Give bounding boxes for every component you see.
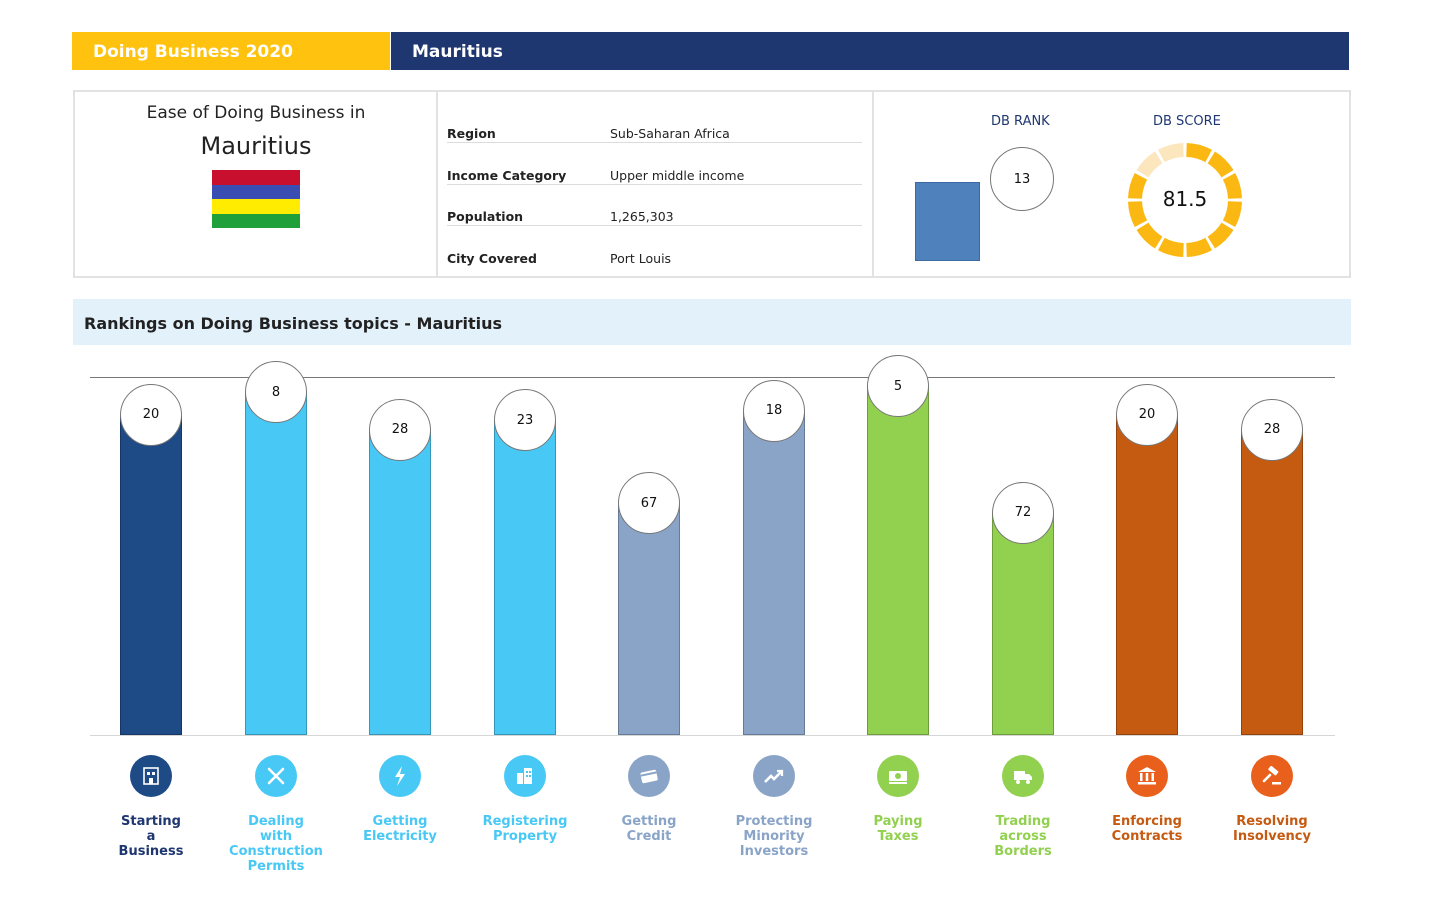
flag-stripe-blue — [212, 184, 300, 199]
info-key: Income Category — [447, 168, 567, 183]
ranking-value-label: 20 — [1116, 383, 1178, 446]
category-label: Getting Electricity — [363, 814, 437, 844]
db-rank-value: 13 — [990, 147, 1054, 211]
ranking-bar — [618, 503, 680, 735]
score-donut-segment — [1185, 237, 1213, 257]
flag-stripe-red — [212, 170, 300, 185]
ranking-value-label: 28 — [369, 398, 431, 461]
report-title: Doing Business 2020 — [72, 32, 390, 70]
wrench-screwdriver-icon — [255, 755, 297, 797]
db-score-value: 81.5 — [1162, 187, 1208, 211]
info-value: Sub-Saharan Africa — [610, 126, 730, 141]
building-icon — [130, 755, 172, 797]
ranking-bar — [1241, 429, 1303, 735]
ranking-value-label: 20 — [120, 383, 182, 446]
ranking-value-label: 67 — [618, 472, 680, 535]
info-key: Region — [447, 126, 496, 141]
db-rank-bar — [915, 182, 980, 261]
category-label: Starting a Business — [118, 814, 184, 859]
city-buildings-icon — [504, 755, 546, 797]
info-value: Port Louis — [610, 251, 672, 266]
score-donut-segment — [1136, 151, 1163, 178]
category-label: Protecting Minority Investors — [735, 814, 813, 859]
trend-up-icon — [753, 755, 795, 797]
ease-label: Ease of Doing Business in — [146, 103, 366, 123]
chart-baseline — [90, 735, 1335, 736]
score-donut-segment — [1136, 222, 1163, 249]
ranking-bar — [120, 414, 182, 735]
ranking-bar — [494, 420, 556, 735]
flag-stripe-yellow — [212, 199, 300, 214]
category-label: Trading across Borders — [994, 814, 1052, 859]
category-label: Dealing with Construction Permits — [229, 814, 323, 874]
ranking-bar — [867, 386, 929, 735]
country-header: Mauritius — [391, 32, 1349, 70]
score-donut-segment — [1222, 200, 1242, 228]
flag-stripe-green — [212, 213, 300, 228]
lightning-icon — [379, 755, 421, 797]
category-label: Resolving Insolvency — [1233, 814, 1311, 844]
db-score-label: DB SCORE — [1153, 114, 1221, 129]
info-key: City Covered — [447, 251, 537, 266]
db-rank-label: DB RANK — [991, 114, 1050, 129]
chart-top-line — [90, 377, 1335, 378]
gavel-icon — [1251, 755, 1293, 797]
info-key: Population — [447, 209, 524, 224]
money-stack-icon — [877, 755, 919, 797]
ranking-bar — [743, 410, 805, 735]
info-row-region: Region Sub-Saharan Africa — [447, 102, 862, 143]
ranking-value-label: 72 — [992, 481, 1054, 544]
panel-divider — [436, 92, 438, 276]
ranking-bar — [245, 392, 307, 735]
category-label: Registering Property — [482, 814, 568, 844]
db-score-donut — [1128, 143, 1242, 257]
info-value: 1,265,303 — [610, 209, 674, 224]
ranking-value-label: 18 — [743, 379, 805, 442]
section-title: Rankings on Doing Business topics - Maur… — [73, 299, 1351, 345]
category-label: Getting Credit — [621, 814, 677, 844]
ranking-value-label: 23 — [494, 389, 556, 452]
score-donut-segment — [1128, 172, 1148, 200]
ease-country: Mauritius — [200, 132, 312, 160]
score-donut-segment — [1185, 143, 1213, 163]
flag-icon — [212, 170, 300, 228]
score-donut-segment — [1222, 172, 1242, 200]
ranking-bar — [992, 512, 1054, 735]
info-value: Upper middle income — [610, 168, 745, 183]
ranking-value-label: 28 — [1241, 398, 1303, 461]
ranking-bar — [1116, 414, 1178, 735]
profile-panel: Ease of Doing Business in Mauritius Regi… — [73, 90, 1351, 278]
score-donut-segment — [1207, 151, 1234, 178]
score-donut-segment — [1157, 237, 1185, 257]
info-row-population: Population 1,265,303 — [447, 185, 862, 226]
panel-divider — [872, 92, 874, 276]
score-donut-segment — [1128, 200, 1148, 228]
info-row-income: Income Category Upper middle income — [447, 144, 862, 185]
info-row-city: City Covered Port Louis — [447, 227, 862, 268]
truck-icon — [1002, 755, 1044, 797]
courthouse-icon — [1126, 755, 1168, 797]
ranking-value-label: 8 — [245, 361, 307, 424]
category-label: Enforcing Contracts — [1111, 814, 1183, 844]
ranking-value-label: 5 — [867, 355, 929, 418]
credit-card-icon — [628, 755, 670, 797]
ranking-bar — [369, 429, 431, 735]
score-donut-segment — [1207, 222, 1234, 249]
score-donut-segment — [1157, 143, 1185, 163]
category-label: Paying Taxes — [873, 814, 923, 844]
